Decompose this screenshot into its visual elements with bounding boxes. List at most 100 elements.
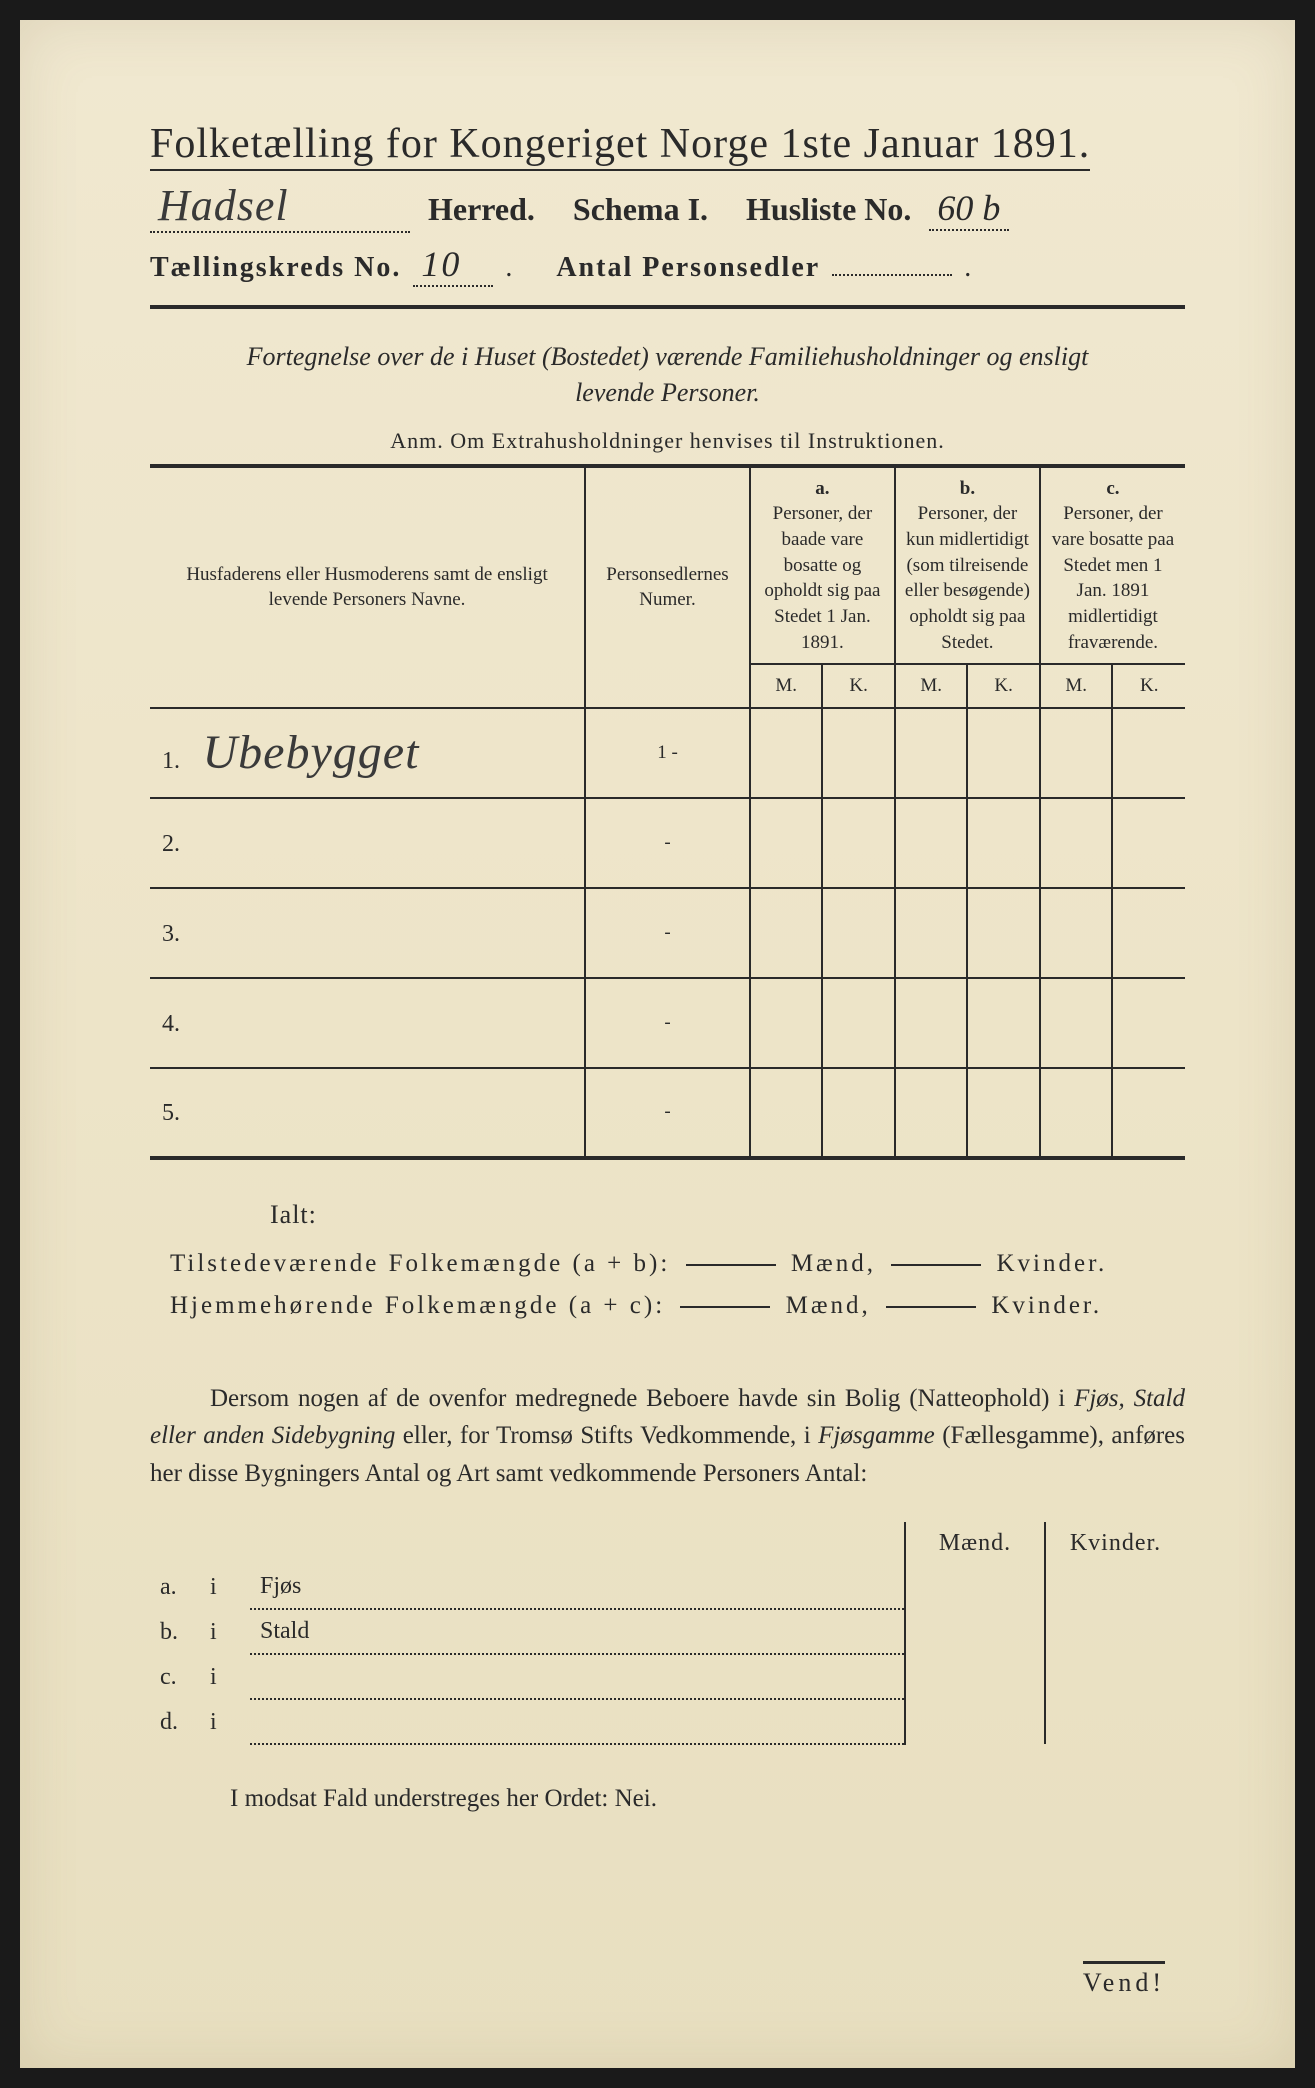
title-text: Folketælling for Kongeriget Norge 1ste J… xyxy=(150,121,1090,171)
para-t2: eller, for Tromsø Stifts Vedkommende, i xyxy=(395,1422,818,1449)
census-table: Husfaderens eller Husmoderens samt de en… xyxy=(150,464,1185,1160)
spacer xyxy=(150,1522,905,1565)
fill xyxy=(686,1264,776,1266)
cell xyxy=(750,1068,823,1158)
cell xyxy=(822,708,895,798)
table-row: 3. - xyxy=(150,888,1185,978)
husliste-value: 60 b xyxy=(929,187,1009,231)
mk-c-k: K. xyxy=(1112,664,1185,708)
cell xyxy=(822,888,895,978)
vend-label: Vend! xyxy=(1083,1961,1165,1998)
cell xyxy=(750,978,823,1068)
anm-note: Anm. Om Extrahusholdninger henvises til … xyxy=(150,428,1185,454)
mk-c-m: M. xyxy=(1040,664,1113,708)
bld-c-lbl: c. xyxy=(150,1654,200,1699)
row1-name-val: Ubebygget xyxy=(203,726,420,779)
cell xyxy=(822,978,895,1068)
row5-num: 5. xyxy=(162,1100,196,1127)
dot2: . xyxy=(964,252,973,284)
col-b-text: Personer, der kun midlertidigt (som tilr… xyxy=(905,503,1030,652)
cell xyxy=(1040,798,1113,888)
cell xyxy=(1040,1068,1113,1158)
bld-d-i: i xyxy=(200,1699,250,1744)
cell xyxy=(1040,888,1113,978)
kreds-value: 10 xyxy=(413,243,493,287)
herred-label: Herred. xyxy=(428,191,535,228)
tot-kvinder: Kvinder. xyxy=(996,1250,1107,1277)
bld-b-name-val: Stald xyxy=(260,1618,309,1644)
cell xyxy=(905,1654,1045,1699)
husliste-label: Husliste No. xyxy=(746,191,911,228)
cell xyxy=(750,708,823,798)
cell xyxy=(895,888,968,978)
row4-num: 4. xyxy=(162,1011,196,1038)
col-a-label: a. xyxy=(815,478,829,499)
row1-num: 1. xyxy=(162,748,196,775)
col2-text: Personsedlernes Numer. xyxy=(606,564,728,611)
cell xyxy=(1040,978,1113,1068)
row3-num: 3. xyxy=(162,921,196,948)
building-row: a. i Fjøs xyxy=(150,1565,1185,1609)
cell xyxy=(822,1068,895,1158)
totals-line1: Tilstedeværende Folkemængde (a + b): Mæn… xyxy=(170,1250,1185,1278)
cell xyxy=(1112,708,1185,798)
para-i2: Fjøsgamme xyxy=(818,1422,935,1449)
row3-sedler: - xyxy=(585,888,750,978)
cell xyxy=(1040,708,1113,798)
cell xyxy=(1112,888,1185,978)
bld-a-name-val: Fjøs xyxy=(260,1573,301,1599)
cell xyxy=(1045,1565,1185,1609)
row4-name: 4. xyxy=(150,978,585,1068)
cell xyxy=(750,798,823,888)
cell xyxy=(895,798,968,888)
row1-name: 1. Ubebygget xyxy=(150,708,585,798)
col-a-text: Personer, der baade vare bosatte og opho… xyxy=(764,503,880,652)
fill xyxy=(891,1264,981,1266)
header-line-2: Hadsel Herred. Schema I. Husliste No. 60… xyxy=(150,180,1185,233)
cell xyxy=(1112,978,1185,1068)
row2-num: 2. xyxy=(162,831,196,858)
bld-b-i: i xyxy=(200,1609,250,1654)
fill xyxy=(886,1306,976,1308)
cell xyxy=(905,1609,1045,1654)
bld-b-name: Stald xyxy=(250,1609,905,1654)
col-c-text: Personer, der vare bosatte paa Stedet me… xyxy=(1052,503,1174,652)
intro-line2: levende Personer. xyxy=(575,378,760,407)
col-c-label: c. xyxy=(1106,478,1119,499)
col-c-header: c. Personer, der vare bosatte paa Stedet… xyxy=(1040,466,1185,664)
bld-b-lbl: b. xyxy=(150,1609,200,1654)
cell xyxy=(967,1068,1040,1158)
header-rule xyxy=(150,305,1185,309)
row5-name: 5. xyxy=(150,1068,585,1158)
bld-c-i: i xyxy=(200,1654,250,1699)
cell xyxy=(1112,798,1185,888)
building-row: c. i xyxy=(150,1654,1185,1699)
row4-sedler: - xyxy=(585,978,750,1068)
main-title: Folketælling for Kongeriget Norge 1ste J… xyxy=(150,120,1185,168)
tot2-label: Hjemmehørende Folkemængde (a + c): xyxy=(170,1292,665,1319)
intro-text: Fortegnelse over de i Huset (Bostedet) v… xyxy=(150,339,1185,412)
totals-line2: Hjemmehørende Folkemængde (a + c): Mænd,… xyxy=(170,1292,1185,1320)
cell xyxy=(895,1068,968,1158)
building-row: d. i xyxy=(150,1699,1185,1744)
col1-text: Husfaderens eller Husmoderens samt de en… xyxy=(186,564,547,611)
ialt-label: Ialt: xyxy=(270,1200,1185,1230)
row2-sedler: - xyxy=(585,798,750,888)
row2-name: 2. xyxy=(150,798,585,888)
row3-name: 3. xyxy=(150,888,585,978)
table-row: 1. Ubebygget 1 - xyxy=(150,708,1185,798)
cell xyxy=(905,1699,1045,1744)
tot-maend2: Mænd, xyxy=(786,1292,871,1319)
tot-maend: Mænd, xyxy=(791,1250,876,1277)
nei-line: I modsat Fald understreges her Ordet: Ne… xyxy=(230,1785,1185,1813)
bld-a-i: i xyxy=(200,1565,250,1609)
schema-label: Schema I. xyxy=(573,191,708,228)
col-b-header: b. Personer, der kun midlertidigt (som t… xyxy=(895,466,1040,664)
mk-b-k: K. xyxy=(967,664,1040,708)
col-b-label: b. xyxy=(960,478,975,499)
cell xyxy=(750,888,823,978)
table-row: 2. - xyxy=(150,798,1185,888)
fill xyxy=(680,1306,770,1308)
cell xyxy=(1045,1609,1185,1654)
kreds-label: Tællingskreds No. xyxy=(150,252,401,284)
